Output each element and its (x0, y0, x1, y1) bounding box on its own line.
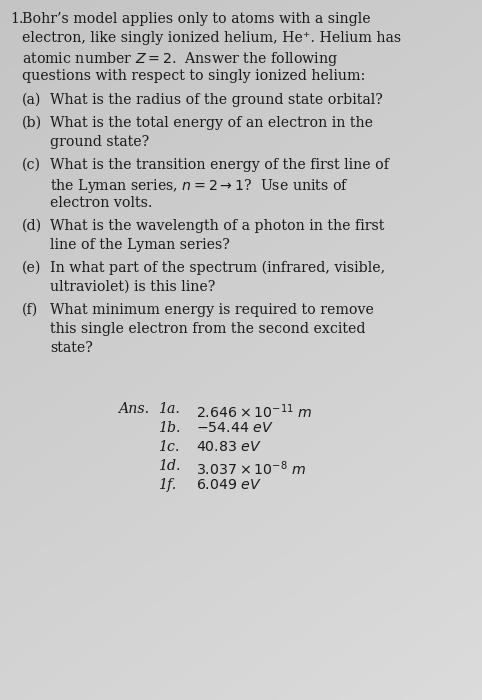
Text: What is the wavelength of a photon in the first: What is the wavelength of a photon in th… (50, 219, 384, 233)
Text: $-54.44$ $eV$: $-54.44$ $eV$ (196, 421, 274, 435)
Text: What is the total energy of an electron in the: What is the total energy of an electron … (50, 116, 373, 130)
Text: ultraviolet) is this line?: ultraviolet) is this line? (50, 280, 215, 294)
Text: 1d.: 1d. (158, 459, 180, 473)
Text: (a): (a) (22, 93, 41, 107)
Text: state?: state? (50, 341, 93, 355)
Text: atomic number $Z = 2$.  Answer the following: atomic number $Z = 2$. Answer the follow… (22, 50, 338, 68)
Text: (e): (e) (22, 261, 41, 275)
Text: line of the Lyman series?: line of the Lyman series? (50, 238, 230, 252)
Text: $6.049$ $eV$: $6.049$ $eV$ (196, 478, 262, 492)
Text: this single electron from the second excited: this single electron from the second exc… (50, 322, 365, 336)
Text: What minimum energy is required to remove: What minimum energy is required to remov… (50, 303, 374, 317)
Text: What is the transition energy of the first line of: What is the transition energy of the fir… (50, 158, 389, 172)
Text: (d): (d) (22, 219, 42, 233)
Text: electron, like singly ionized helium, He⁺. Helium has: electron, like singly ionized helium, He… (22, 31, 401, 45)
Text: $2.646 \times 10^{-11}$ $m$: $2.646 \times 10^{-11}$ $m$ (196, 402, 312, 421)
Text: $40.83$ $eV$: $40.83$ $eV$ (196, 440, 262, 454)
Text: 1a.: 1a. (158, 402, 180, 416)
Text: 1c.: 1c. (158, 440, 179, 454)
Text: the Lyman series, $n = 2 \rightarrow 1$?  Use units of: the Lyman series, $n = 2 \rightarrow 1$?… (50, 177, 349, 195)
Text: Bohr’s model applies only to atoms with a single: Bohr’s model applies only to atoms with … (22, 12, 371, 26)
Text: electron volts.: electron volts. (50, 196, 152, 210)
Text: What is the radius of the ground state orbital?: What is the radius of the ground state o… (50, 93, 383, 107)
Text: 1.: 1. (10, 12, 24, 26)
Text: Ans.: Ans. (118, 402, 149, 416)
Text: ground state?: ground state? (50, 135, 149, 149)
Text: questions with respect to singly ionized helium:: questions with respect to singly ionized… (22, 69, 365, 83)
Text: In what part of the spectrum (infrared, visible,: In what part of the spectrum (infrared, … (50, 261, 385, 275)
Text: $3.037 \times 10^{-8}$ $m$: $3.037 \times 10^{-8}$ $m$ (196, 459, 306, 477)
Text: 1b.: 1b. (158, 421, 180, 435)
Text: (f): (f) (22, 303, 38, 317)
Text: 1f.: 1f. (158, 478, 176, 492)
Text: (b): (b) (22, 116, 42, 130)
Text: (c): (c) (22, 158, 41, 172)
